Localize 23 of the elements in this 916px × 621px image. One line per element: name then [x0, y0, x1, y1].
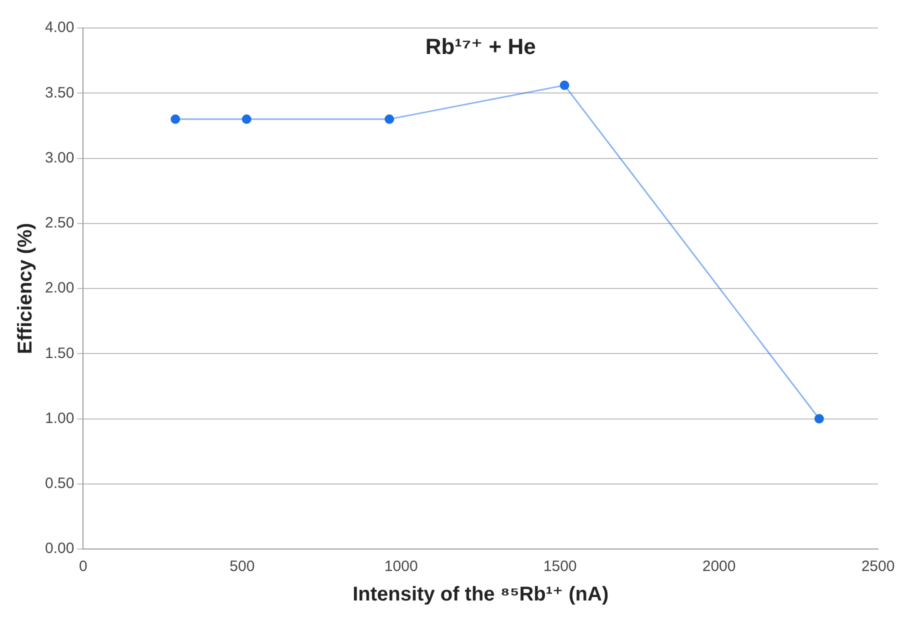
point	[814, 414, 824, 424]
point	[384, 114, 394, 124]
y-tick-label: 0.50	[44, 475, 74, 492]
y-tick-label: 3.50	[44, 84, 74, 102]
y-tick-label: 2.00	[44, 280, 74, 297]
chart-title: Rb¹⁷⁺ + He	[425, 34, 536, 60]
x-tick-label: 2500	[861, 558, 895, 576]
y-tick-label: 1.50	[44, 344, 74, 362]
point	[242, 114, 252, 124]
x-tick-label: 0	[79, 558, 88, 576]
point	[170, 114, 180, 124]
y-tick-label: 0.00	[44, 540, 74, 558]
y-axis-title: Efficiency (%)	[14, 222, 37, 354]
point	[560, 80, 570, 90]
y-tick-label: 1.00	[44, 410, 74, 427]
x-tick-label: 2000	[702, 558, 736, 576]
x-axis-title: Intensity of the ⁸⁵Rb¹⁺ (nA)	[352, 584, 609, 606]
x-tick-label: 1000	[384, 558, 418, 576]
y-tick-label: 2.50	[44, 214, 74, 232]
y-tick-label: 4.00	[44, 19, 74, 36]
x-tick-label: 500	[230, 558, 255, 576]
y-tick-label: 3.00	[44, 149, 74, 166]
x-tick-label: 1500	[543, 558, 577, 576]
